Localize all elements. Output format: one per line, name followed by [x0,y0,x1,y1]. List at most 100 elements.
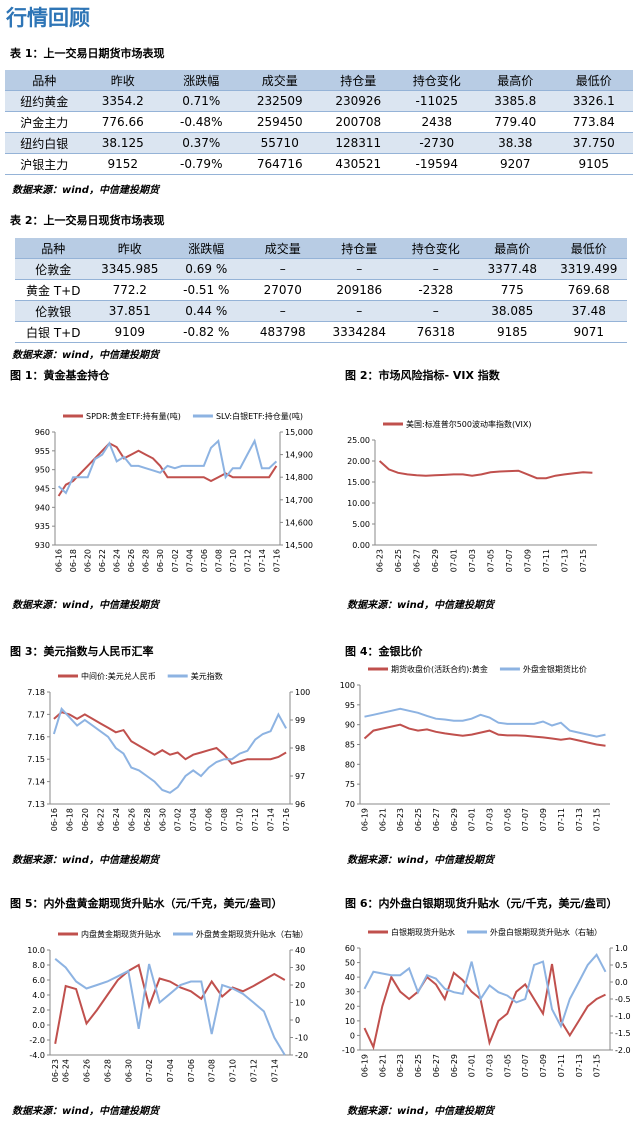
x-tick-label: 07-07 [521,808,530,831]
column-header: 最低价 [554,70,633,91]
series-line [378,460,593,480]
y2-tick-label: -2.0 [615,1046,631,1055]
table-cell: 764716 [240,153,319,175]
legend-label: 中间价:美元兑人民币 [81,671,156,681]
x-tick-label: 07-09 [539,808,548,831]
y2-tick-label: -0.5 [615,995,631,1004]
series-line [53,711,287,765]
table-cell: 128311 [319,132,398,154]
y2-tick-label: 0 [295,1016,300,1025]
y-tick-label: 40 [345,973,355,982]
x-tick-label: 06-23 [376,549,385,572]
column-header: 涨跌幅 [168,238,245,259]
x-tick-label: 07-09 [524,549,533,572]
legend-label: 外盘金银期货比价 [523,664,587,674]
table-row: 黄金 T+D 772.2 -0.51 % 27070 209186 -2328 775 769… [15,279,627,301]
y2-tick-label: 0.5 [615,961,628,970]
legend-label: SPDR:黄金ETF:持有量(吨) [86,411,181,421]
x-tick-label: 06-16 [50,808,59,831]
y-tick-label: -10 [342,1046,355,1055]
x-tick-label: 06-27 [413,549,422,572]
table-cell: 2438 [397,111,476,133]
column-header: 持仓量 [321,238,398,259]
x-tick-label: 06-25 [394,549,403,572]
table-cell: – [244,258,321,280]
table-cell: 76318 [397,321,474,343]
y2-tick-label: 14,600 [285,518,313,527]
table-cell: 769.68 [550,279,627,301]
y2-tick-label: 99 [295,716,305,725]
chart-title: 图 4：金银比价 [345,645,423,658]
source-note: 数据来源：wind，中信建投期货 [347,1106,494,1117]
y-tick-label: 4.0 [32,991,45,1000]
y2-tick-label: 100 [295,688,310,697]
series-line [364,707,606,738]
table-row: 白银 T+D 9109 -0.82 % 483798 3334284 76318 9185 9… [15,321,627,343]
table-cell: 37.48 [550,300,627,322]
legend-label: 美国:标准普尔500波动率指数(VIX) [406,419,532,429]
y-tick-label: 935 [35,522,50,531]
x-tick-label: 07-14 [267,808,276,831]
table-cell: 38.38 [476,132,555,154]
table-cell: 9109 [91,321,168,343]
x-tick-label: 06-19 [360,1054,369,1077]
y-tick-label: 10 [345,1017,355,1026]
y-tick-label: 930 [35,541,50,550]
x-tick-label: 07-04 [189,808,198,831]
x-tick-label: 07-08 [214,549,223,572]
y-tick-label: 7.13 [27,800,45,809]
x-tick-label: 06-26 [83,1059,92,1082]
x-tick-label: 07-05 [503,808,512,831]
table-cell: 776.66 [83,111,162,133]
table-cell: 9185 [474,321,551,343]
table-cell: – [244,300,321,322]
header-row: 品种 昨收 涨跌幅 成交量 持仓量 持仓变化 最高价 最低价 [5,70,633,91]
table-cell: 3334284 [321,321,398,343]
x-tick-label: 06-18 [69,549,78,572]
table-cell: 纽约白银 [5,132,84,154]
x-tick-label: 07-11 [557,808,566,831]
table-cell: -0.82 % [168,321,245,343]
source-note: 数据来源：wind，中信建投期货 [347,600,494,611]
y-tick-label: 7.18 [27,688,45,697]
table: 品种 昨收 涨跌幅 成交量 持仓量 持仓变化 最高价 最低价 伦敦金 3345.985 0.69 %… [15,238,627,343]
x-tick-label: 07-05 [503,1054,512,1077]
table-cell: 779.40 [476,111,555,133]
table-cell: 伦敦银 [15,300,92,322]
x-tick-label: 07-14 [270,1059,279,1082]
x-tick-label: 06-26 [127,549,136,572]
table-title: 表 1：上一交易日期货市场表现 [10,47,165,60]
series-line [54,963,286,1044]
y-tick-label: 5.00 [352,520,370,529]
source-note: 数据来源：wind，中信建投期货 [12,1106,159,1117]
x-tick-label: 06-23 [51,1059,60,1082]
source-note: 数据来源：wind，中信建投期货 [347,855,494,866]
x-tick-label: 07-13 [561,549,570,572]
y-tick-label: 8.0 [32,961,45,970]
y-tick-label: 10.0 [27,946,45,955]
column-header: 最高价 [474,238,551,259]
table-cell: 黄金 T+D [15,279,92,301]
y-tick-label: 0 [350,1031,355,1040]
x-tick-label: 07-16 [272,549,281,572]
y-tick-label: -2.0 [29,1036,45,1045]
table-cell: 430521 [319,153,398,175]
x-tick-label: 06-28 [142,549,151,572]
table-cell: – [321,258,398,280]
source-note: 数据来源：wind，中信建投期货 [12,855,159,866]
x-tick-label: 07-03 [485,1054,494,1077]
table: 品种 昨收 涨跌幅 成交量 持仓量 持仓变化 最高价 最低价 纽约黄金 3354.2 0.71% 23… [5,70,633,175]
y2-tick-label: -20 [295,1051,308,1060]
x-tick-label: 07-03 [485,808,494,831]
y-tick-label: 20.00 [347,457,370,466]
y-tick-label: 25.00 [347,436,370,445]
x-tick-label: 07-05 [487,549,496,572]
y2-tick-label: 14,700 [285,496,313,505]
series-line [363,963,606,1051]
legend-label: SLV:白银ETF:持仓量(吨) [216,411,303,421]
x-tick-label: 07-12 [249,1059,258,1082]
table-row: 纽约黄金 3354.2 0.71% 232509 230926 -11025 3385.8 3… [5,90,633,112]
column-header: 品种 [15,238,92,259]
x-tick-label: 06-29 [431,549,440,572]
